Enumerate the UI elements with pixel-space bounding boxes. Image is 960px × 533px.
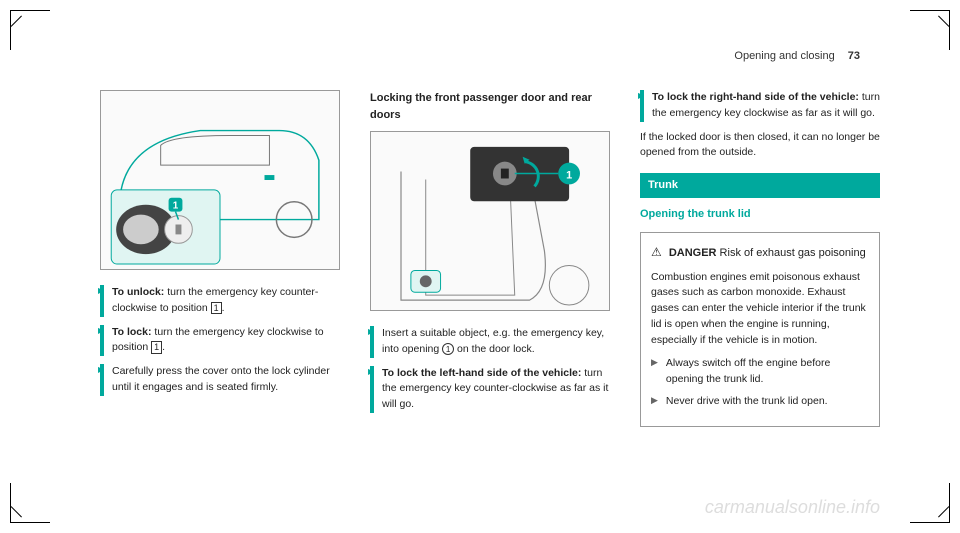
warning-item: ▶ Always switch off the engine before op…: [651, 356, 869, 388]
page-header: Opening and closing 73: [734, 50, 860, 62]
instruction-text: To lock the right-hand side of the vehic…: [652, 90, 880, 122]
instruction-text: To lock: turn the emergency key clockwis…: [112, 325, 340, 357]
instruction-text: To unlock: turn the emergency key counte…: [112, 285, 340, 317]
svg-text:1: 1: [566, 169, 572, 181]
svg-text:1: 1: [173, 201, 179, 212]
bullet-marker: [640, 90, 644, 122]
instruction-text: To lock the left-hand side of the vehicl…: [382, 366, 610, 413]
instruction-insert-key: Insert a suitable object, e.g. the emerg…: [370, 326, 610, 358]
page-content: 1 To unlock: turn the emergency key coun…: [0, 0, 960, 457]
warning-list: ▶ Always switch off the engine before op…: [651, 356, 869, 409]
instruction-lock: To lock: turn the emergency key clockwis…: [100, 325, 340, 357]
instruction-lock-right: To lock the right-hand side of the vehic…: [640, 90, 880, 122]
corner-decoration: [910, 483, 950, 523]
section-trunk: Trunk: [640, 173, 880, 198]
instruction-unlock: To unlock: turn the emergency key counte…: [100, 285, 340, 317]
section-title: Opening and closing: [734, 50, 834, 62]
bullet-marker: [100, 364, 104, 396]
bullet-marker: [100, 325, 104, 357]
watermark: carmanualsonline.info: [705, 497, 880, 518]
closing-note: If the locked door is then closed, it ca…: [640, 130, 880, 162]
instruction-press-cover: Carefully press the cover onto the lock …: [100, 364, 340, 396]
column-2: Locking the front passenger door and rea…: [370, 50, 610, 427]
instruction-text: Insert a suitable object, e.g. the emerg…: [382, 326, 610, 358]
warning-icon: ⚠: [651, 245, 662, 259]
bullet-marker: [100, 285, 104, 317]
corner-decoration: [10, 10, 50, 50]
column-1: 1 To unlock: turn the emergency key coun…: [100, 50, 340, 427]
corner-decoration: [10, 483, 50, 523]
bullet-icon: ▶: [651, 394, 658, 410]
bullet-marker: [370, 326, 374, 358]
corner-decoration: [910, 10, 950, 50]
warning-title: ⚠ DANGER Risk of exhaust gas poisoning: [651, 243, 869, 262]
warning-body: Combustion engines emit poisonous exhaus…: [651, 270, 869, 349]
page-number: 73: [848, 50, 860, 62]
car-door-diagram: 1: [100, 90, 340, 270]
column-3: To lock the right-hand side of the vehic…: [640, 50, 880, 427]
warning-item: ▶ Never drive with the trunk lid open.: [651, 394, 869, 410]
danger-warning-box: ⚠ DANGER Risk of exhaust gas poisoning C…: [640, 232, 880, 427]
bullet-icon: ▶: [651, 356, 658, 388]
subsection-opening-trunk: Opening the trunk lid: [640, 206, 880, 223]
instruction-lock-left: To lock the left-hand side of the vehicl…: [370, 366, 610, 413]
instruction-text: Carefully press the cover onto the lock …: [112, 364, 340, 396]
subheading-locking-doors: Locking the front passenger door and rea…: [370, 90, 610, 123]
door-lock-diagram: 1: [370, 131, 610, 311]
bullet-marker: [370, 366, 374, 413]
